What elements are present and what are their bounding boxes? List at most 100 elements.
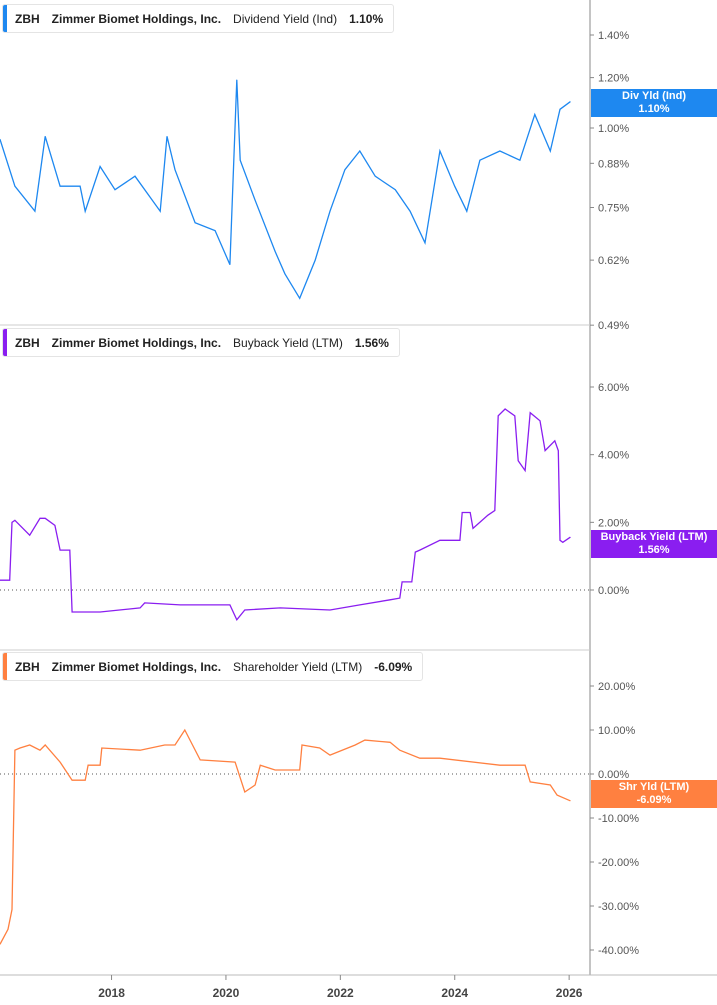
legend-metric: Buyback Yield (LTM): [233, 335, 343, 350]
data-point: [139, 607, 141, 609]
data-point: [329, 609, 331, 611]
data-point: [84, 210, 86, 212]
y-tick-label: -20.00%: [598, 857, 639, 869]
legend-dividend-yield: ZBH Zimmer Biomet Holdings, Inc. Dividen…: [2, 4, 395, 33]
data-point: [479, 159, 481, 161]
data-point: [29, 534, 31, 536]
data-point: [139, 749, 141, 751]
data-point: [244, 791, 246, 793]
y-tick-label: 1.00%: [598, 123, 629, 135]
legend-buyback-yield: ZBH Zimmer Biomet Holdings, Inc. Buyback…: [2, 328, 400, 357]
data-point: [504, 408, 506, 410]
y-tick-label: 0.00%: [598, 769, 629, 781]
data-point: [409, 210, 411, 212]
data-point: [549, 150, 551, 152]
legend-color-swatch: [3, 5, 7, 32]
data-point: [557, 450, 559, 452]
data-point: [549, 784, 551, 786]
data-point: [11, 909, 13, 910]
data-point: [239, 159, 241, 161]
data-point: [517, 460, 519, 462]
y-tick-label: 10.00%: [598, 725, 636, 737]
data-point: [34, 210, 36, 212]
data-point: [469, 512, 471, 513]
y-tick-label: -30.00%: [598, 901, 639, 913]
data-point: [299, 769, 301, 771]
y-tick-label: 1.40%: [598, 30, 629, 42]
x-tick-label: 2026: [556, 986, 583, 1000]
data-point: [389, 741, 391, 743]
data-point: [439, 539, 441, 541]
data-point: [214, 230, 216, 231]
data-point: [419, 549, 421, 551]
data-point: [99, 611, 101, 613]
data-point: [524, 470, 526, 471]
data-point: [419, 757, 421, 759]
data-point: [394, 189, 396, 191]
data-point: [194, 222, 196, 224]
data-point: [319, 747, 321, 749]
data-point: [184, 729, 186, 731]
data-point: [344, 169, 346, 171]
data-point: [329, 754, 331, 756]
data-point: [414, 551, 416, 553]
data-point: [229, 604, 231, 606]
data-point: [254, 199, 256, 201]
data-point: [554, 440, 556, 442]
data-point: [301, 744, 303, 746]
data-point: [539, 420, 541, 422]
data-point: [359, 604, 361, 606]
data-point: [39, 517, 41, 519]
data-point: [114, 189, 116, 191]
data-point: [69, 549, 71, 551]
data-point: [11, 521, 13, 523]
data-point: [101, 747, 103, 749]
current-value-tag-shareholder: Shr Yld (LTM) -6.09%: [591, 780, 717, 808]
data-point: [439, 757, 441, 759]
data-point: [559, 108, 561, 110]
y-tick-label: -40.00%: [598, 945, 639, 957]
data-point: [59, 761, 61, 763]
x-tick-label: 2018: [98, 986, 125, 1000]
legend-metric: Dividend Yield (Ind): [233, 11, 338, 26]
data-point: [411, 581, 413, 583]
data-point: [179, 604, 181, 606]
legend-company: Zimmer Biomet Holdings, Inc.: [51, 335, 222, 350]
data-point: [399, 749, 401, 751]
data-point: [44, 517, 46, 519]
data-point: [9, 579, 11, 581]
data-point: [144, 602, 146, 604]
data-point: [54, 524, 56, 526]
data-point: [59, 549, 61, 551]
data-point: [359, 150, 361, 152]
data-point: [59, 185, 61, 187]
y-tick-label: 0.75%: [598, 203, 629, 215]
data-point: [461, 512, 463, 513]
data-point: [44, 136, 46, 137]
tag-label: Shr Yld (LTM): [618, 781, 690, 793]
x-tick-label: 2024: [441, 986, 468, 1000]
data-point: [569, 800, 571, 802]
data-point: [199, 759, 201, 761]
data-point: [87, 764, 89, 766]
data-point: [99, 764, 101, 766]
y-tick-label: 6.00%: [598, 382, 629, 394]
data-point: [514, 415, 516, 417]
tag-value: 1.56%: [638, 544, 670, 556]
y-tick-label: 4.00%: [598, 450, 629, 462]
y-tick-label: 0.88%: [598, 158, 629, 170]
data-point: [19, 747, 21, 749]
data-point: [562, 541, 564, 543]
data-point: [159, 210, 161, 212]
data-point: [284, 273, 286, 275]
data-point: [274, 250, 276, 252]
data-point: [529, 412, 531, 414]
tag-label: Div Yld (Ind): [622, 90, 686, 102]
legend-color-swatch: [3, 653, 7, 680]
data-point: [499, 150, 501, 152]
tag-value: 1.10%: [638, 103, 670, 115]
data-point: [14, 185, 16, 187]
legend-value: -6.09%: [374, 659, 413, 674]
data-point: [71, 611, 73, 613]
